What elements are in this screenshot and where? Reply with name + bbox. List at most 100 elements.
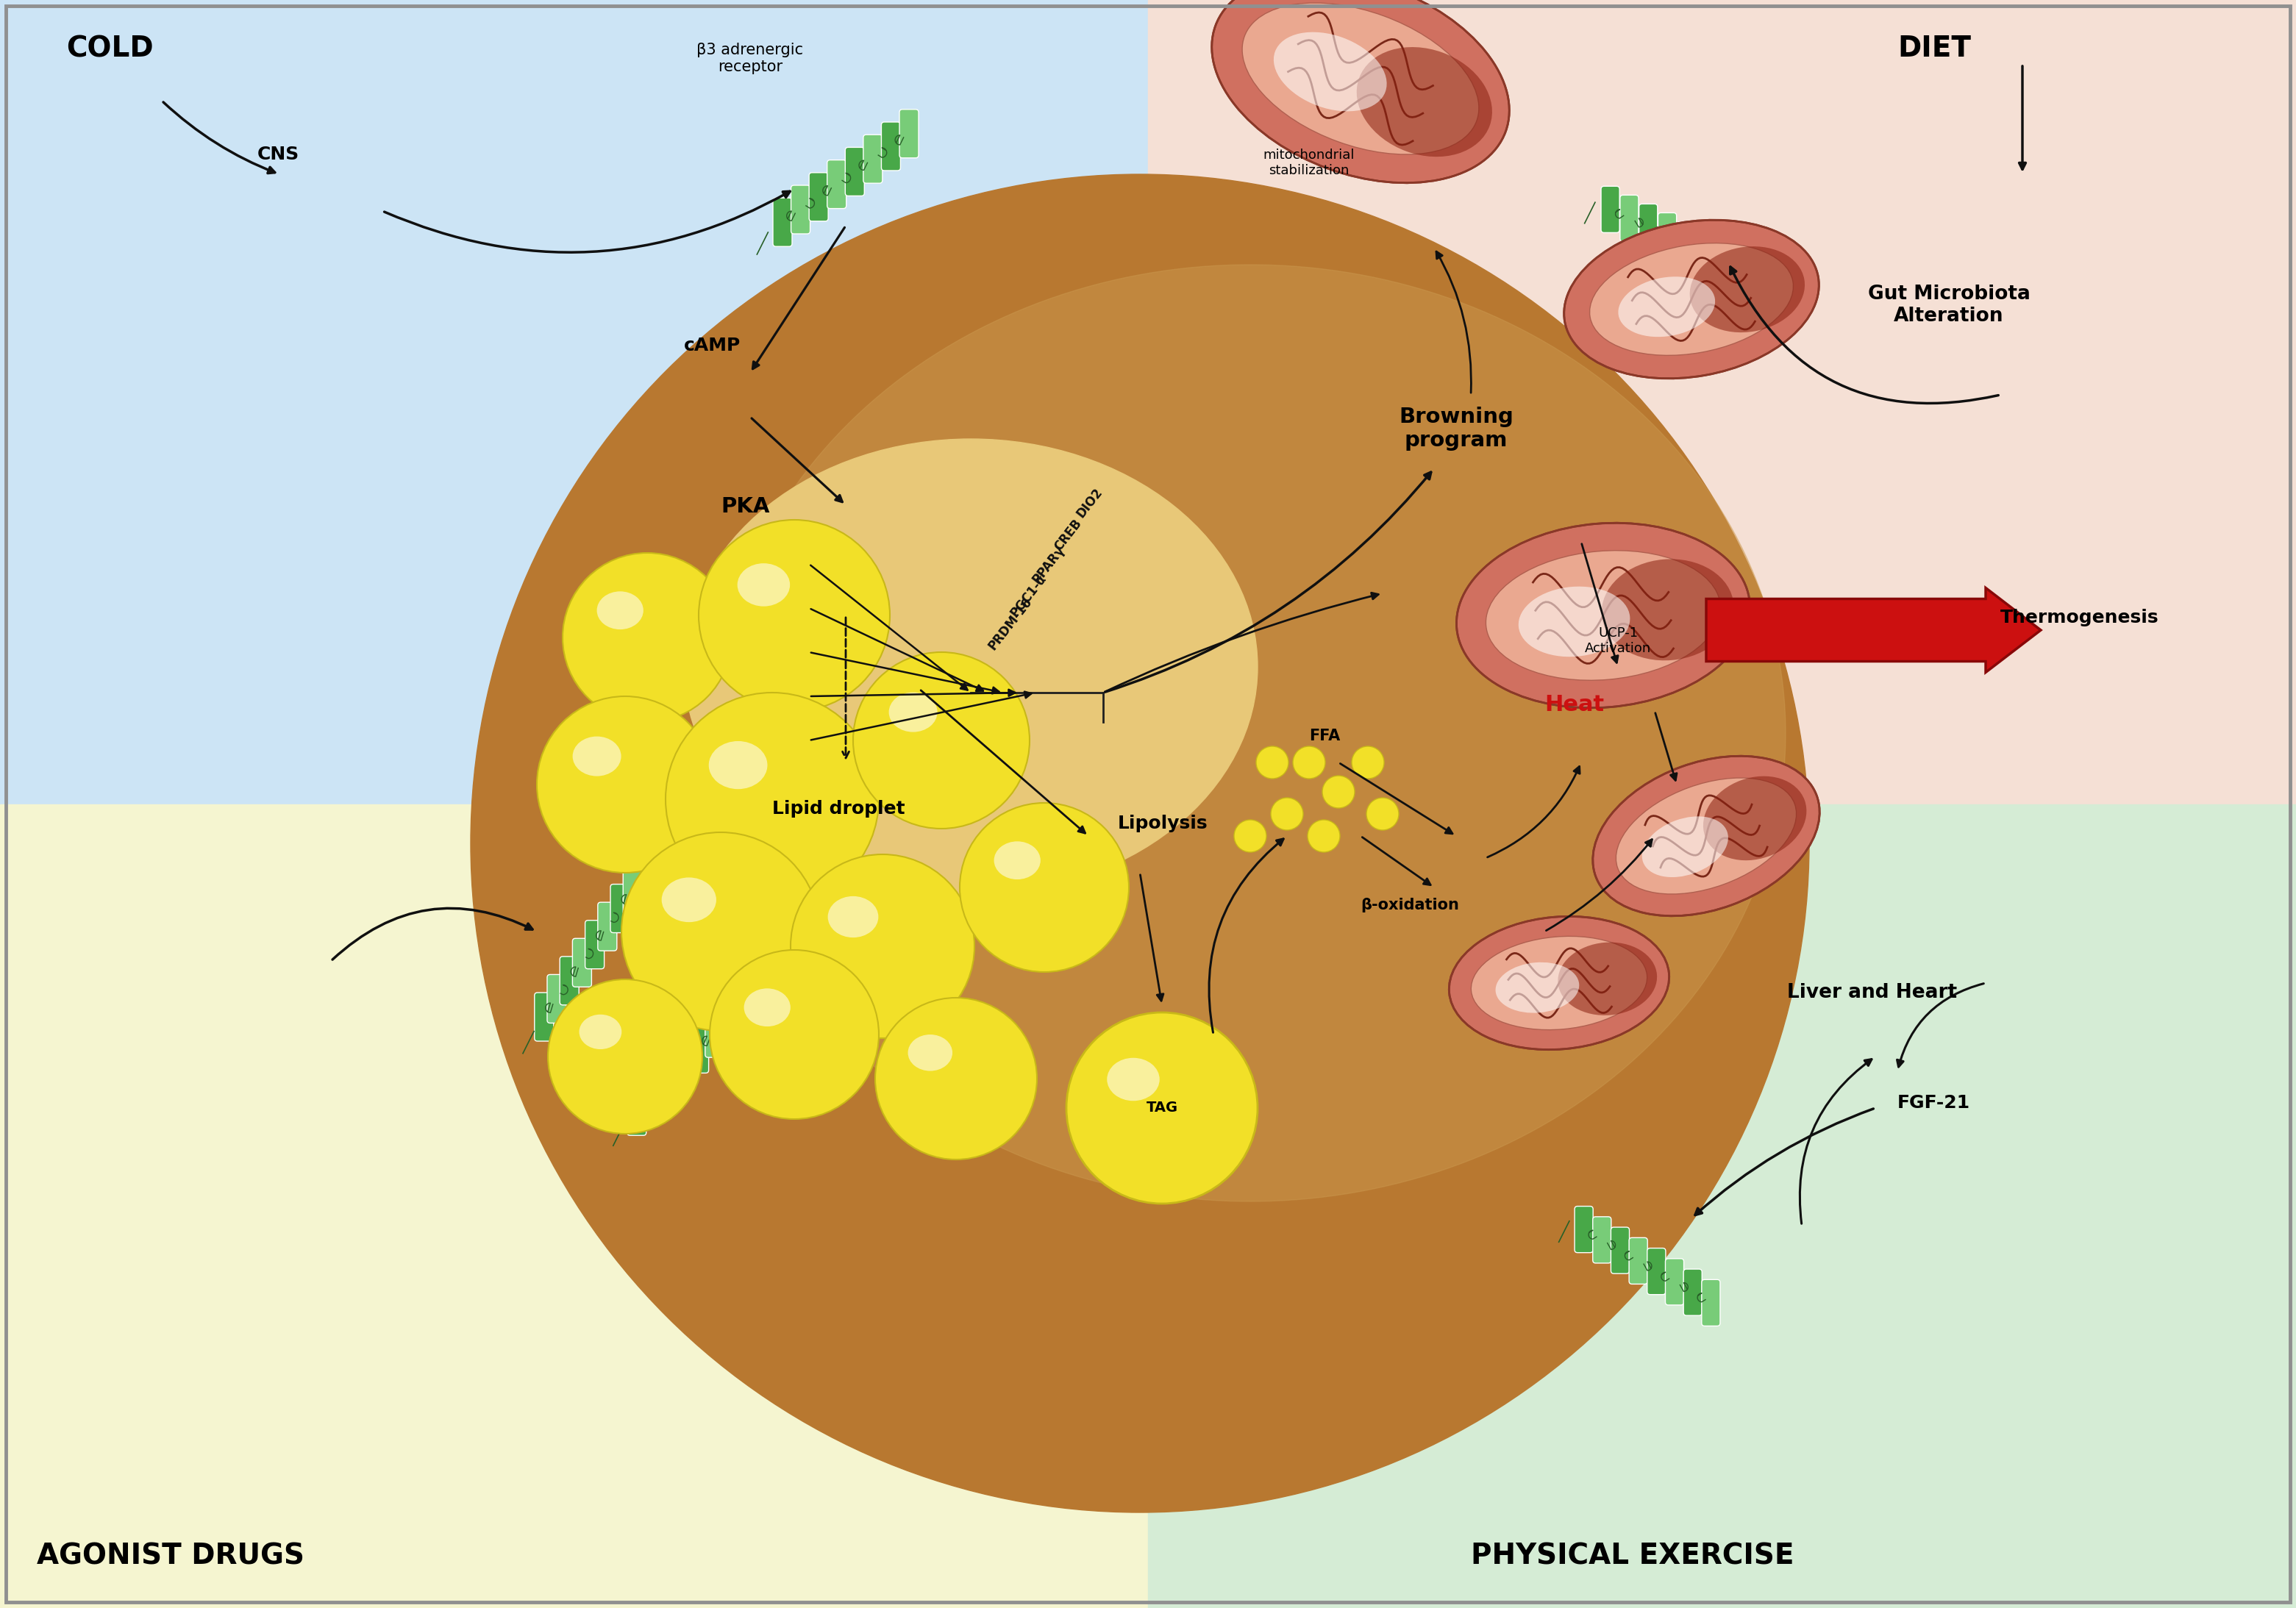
Ellipse shape <box>1456 523 1750 708</box>
Circle shape <box>1322 775 1355 809</box>
Text: Heat: Heat <box>1545 695 1605 716</box>
Ellipse shape <box>1495 962 1580 1013</box>
Text: TAG: TAG <box>1146 1101 1178 1114</box>
FancyBboxPatch shape <box>721 994 739 1042</box>
Circle shape <box>1270 798 1304 830</box>
Circle shape <box>698 519 891 711</box>
FancyBboxPatch shape <box>1683 1269 1701 1315</box>
Text: PPARγ: PPARγ <box>1029 544 1068 585</box>
Text: β3 adrenergic
receptor: β3 adrenergic receptor <box>696 42 804 74</box>
Ellipse shape <box>1449 917 1669 1050</box>
Text: mitochondrial
stabilization: mitochondrial stabilization <box>1263 148 1355 177</box>
Text: DIO2: DIO2 <box>1075 486 1104 519</box>
FancyBboxPatch shape <box>659 1056 677 1105</box>
FancyBboxPatch shape <box>1733 248 1752 294</box>
Ellipse shape <box>661 878 716 921</box>
Ellipse shape <box>1593 756 1821 917</box>
Circle shape <box>709 950 879 1119</box>
FancyBboxPatch shape <box>1621 195 1639 241</box>
Bar <box>1148 0 2296 804</box>
Ellipse shape <box>1518 587 1630 656</box>
FancyBboxPatch shape <box>1658 212 1676 259</box>
Ellipse shape <box>1619 277 1715 336</box>
Ellipse shape <box>737 563 790 606</box>
Ellipse shape <box>994 841 1040 880</box>
Ellipse shape <box>1704 777 1807 860</box>
Text: COLD: COLD <box>67 34 154 63</box>
FancyBboxPatch shape <box>1697 230 1715 277</box>
Text: AGONIST DRUGS: AGONIST DRUGS <box>37 1542 305 1569</box>
Ellipse shape <box>1559 942 1658 1015</box>
Circle shape <box>622 833 820 1031</box>
Text: PRDM-16: PRDM-16 <box>985 595 1035 653</box>
Bar <box>0 0 1148 804</box>
FancyBboxPatch shape <box>1665 1259 1683 1306</box>
Ellipse shape <box>572 736 622 777</box>
Circle shape <box>1366 798 1398 830</box>
FancyBboxPatch shape <box>705 1008 723 1058</box>
Ellipse shape <box>1472 936 1646 1029</box>
FancyBboxPatch shape <box>546 974 567 1023</box>
Circle shape <box>1293 746 1325 778</box>
Ellipse shape <box>1642 817 1729 878</box>
Text: β-oxidation: β-oxidation <box>1362 897 1458 912</box>
Text: UCP-1
Activation: UCP-1 Activation <box>1584 627 1651 654</box>
FancyBboxPatch shape <box>689 1024 709 1073</box>
Circle shape <box>875 997 1038 1159</box>
FancyBboxPatch shape <box>1593 1217 1612 1264</box>
FancyBboxPatch shape <box>572 939 592 987</box>
Circle shape <box>1309 820 1341 852</box>
Text: CREB: CREB <box>1052 516 1084 553</box>
FancyBboxPatch shape <box>845 148 863 196</box>
Ellipse shape <box>1274 32 1387 111</box>
Ellipse shape <box>714 265 1786 1201</box>
FancyBboxPatch shape <box>1676 222 1694 269</box>
Circle shape <box>549 979 703 1134</box>
FancyBboxPatch shape <box>882 122 900 170</box>
Circle shape <box>1352 746 1384 778</box>
Circle shape <box>854 653 1029 828</box>
FancyBboxPatch shape <box>627 1087 645 1135</box>
Ellipse shape <box>709 741 767 790</box>
Circle shape <box>666 693 879 905</box>
FancyBboxPatch shape <box>863 135 882 183</box>
Ellipse shape <box>907 1034 953 1071</box>
Ellipse shape <box>1616 778 1795 894</box>
Ellipse shape <box>1690 246 1805 333</box>
Ellipse shape <box>744 989 790 1026</box>
FancyBboxPatch shape <box>597 902 618 950</box>
Text: Lipid droplet: Lipid droplet <box>771 799 905 817</box>
FancyBboxPatch shape <box>1715 240 1733 286</box>
FancyBboxPatch shape <box>535 992 553 1040</box>
FancyBboxPatch shape <box>643 1071 661 1119</box>
Text: PGC1-α: PGC1-α <box>1008 571 1049 619</box>
Text: FFA: FFA <box>1309 728 1341 743</box>
Ellipse shape <box>1212 0 1508 183</box>
Text: DIET: DIET <box>1896 34 1970 63</box>
Ellipse shape <box>1589 243 1793 355</box>
Ellipse shape <box>684 439 1258 894</box>
Text: CNS: CNS <box>257 146 298 164</box>
Text: Liver and Heart: Liver and Heart <box>1786 982 1956 1002</box>
Circle shape <box>1256 746 1288 778</box>
Ellipse shape <box>1107 1058 1159 1101</box>
FancyBboxPatch shape <box>1639 204 1658 251</box>
FancyBboxPatch shape <box>1575 1206 1593 1253</box>
FancyBboxPatch shape <box>827 159 847 209</box>
FancyArrow shape <box>1706 589 2041 672</box>
Text: PKA: PKA <box>721 497 769 516</box>
FancyBboxPatch shape <box>792 185 810 233</box>
Circle shape <box>790 854 974 1039</box>
FancyBboxPatch shape <box>675 1040 693 1089</box>
Circle shape <box>537 696 714 873</box>
Circle shape <box>960 802 1130 971</box>
Ellipse shape <box>1357 47 1492 156</box>
FancyBboxPatch shape <box>774 198 792 246</box>
Circle shape <box>563 553 732 722</box>
Ellipse shape <box>889 693 937 732</box>
Bar <box>1148 804 2296 1608</box>
FancyBboxPatch shape <box>900 109 918 158</box>
Circle shape <box>1065 1013 1258 1204</box>
Ellipse shape <box>1603 560 1733 661</box>
Ellipse shape <box>1242 3 1479 154</box>
